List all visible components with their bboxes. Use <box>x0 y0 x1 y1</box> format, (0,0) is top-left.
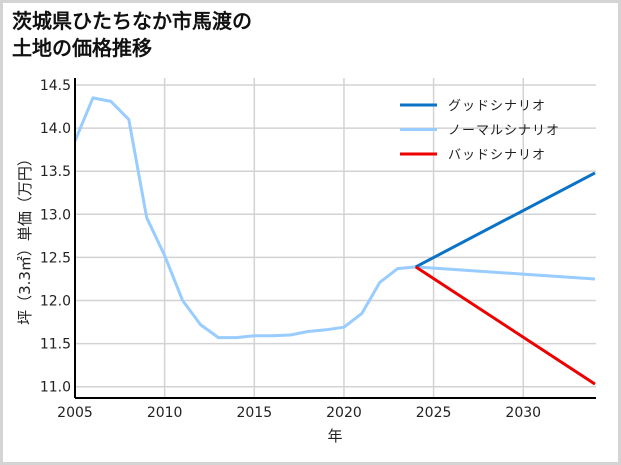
x-tick-label: 2015 <box>236 405 272 421</box>
series-line <box>415 171 596 269</box>
y-tick-label: 11.5 <box>40 337 71 353</box>
series-line <box>414 265 596 386</box>
x-tick-label: 2020 <box>326 405 362 421</box>
y-tick-label: 14.5 <box>40 78 71 94</box>
chart-frame <box>3 3 618 462</box>
x-axis-label: 年 <box>327 427 342 445</box>
chart-title-line1: 茨城県ひたちなか市馬渡の <box>12 9 252 33</box>
y-tick-label: 12.5 <box>40 250 71 266</box>
y-tick-label: 11.0 <box>40 380 71 396</box>
chart-title: 茨城県ひたちなか市馬渡の 土地の価格推移 <box>12 8 252 62</box>
series-line <box>415 265 596 281</box>
x-tick-label: 2005 <box>57 405 93 421</box>
x-tick-label: 2030 <box>505 405 541 421</box>
axes <box>74 78 596 399</box>
y-axis-ticks: 11.0 11.5 12.0 12.5 13.0 13.5 14.0 14.5 <box>40 78 71 396</box>
legend-label: グッドシナリオ <box>448 99 546 114</box>
series-lines <box>73 96 596 386</box>
legend-label: ノーマルシナリオ <box>448 124 560 139</box>
series-line <box>73 96 416 340</box>
x-axis-ticks: 2005 2010 2015 2020 2025 2030 <box>57 405 541 421</box>
x-tick-label: 2025 <box>416 405 452 421</box>
y-tick-label: 12.0 <box>40 294 71 310</box>
y-tick-label: 14.0 <box>40 121 71 137</box>
legend-label: バッドシナリオ <box>448 148 546 163</box>
y-tick-label: 13.5 <box>40 164 71 180</box>
x-tick-label: 2010 <box>147 405 183 421</box>
chart-title-line2: 土地の価格推移 <box>12 36 152 60</box>
y-tick-label: 13.0 <box>40 207 71 223</box>
y-axis-label: 坪（3.3㎡）単価（万円） <box>16 151 34 325</box>
